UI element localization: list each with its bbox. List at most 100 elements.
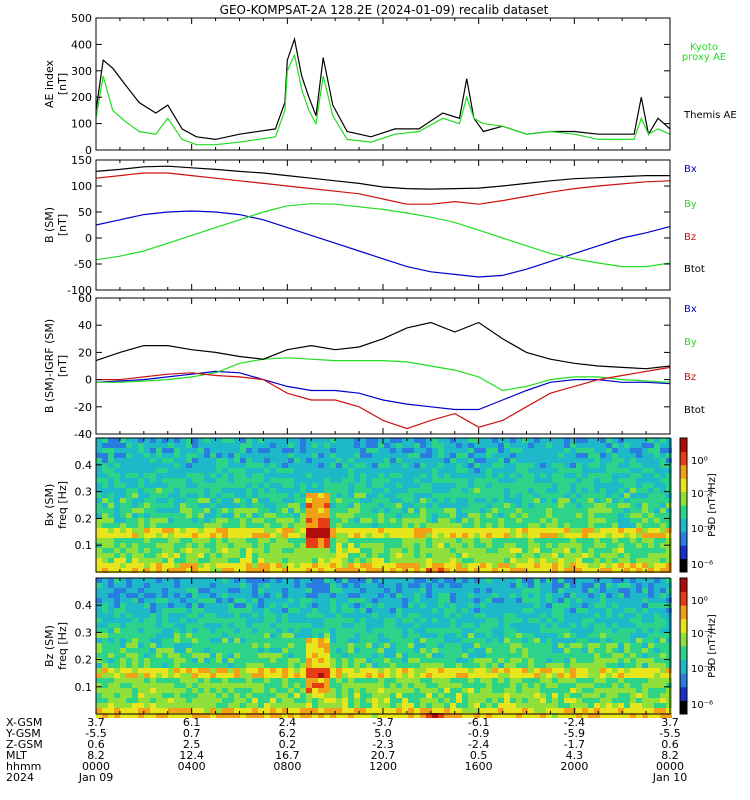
spectrogram-cell — [456, 578, 462, 583]
spectrogram-cell — [348, 598, 354, 603]
spectrogram-cell — [252, 448, 258, 453]
spectrogram-cell — [336, 683, 342, 688]
spectrogram-cell — [498, 503, 504, 508]
spectrogram-cell — [150, 638, 156, 643]
spectrogram-cell — [516, 548, 522, 553]
spectrogram-cell — [558, 548, 564, 553]
spectrogram-cell — [270, 458, 276, 463]
spectrogram-cell — [426, 648, 432, 653]
spectrogram-cell — [264, 583, 270, 588]
spectrogram-cell — [198, 698, 204, 703]
spectrogram-cell — [420, 463, 426, 468]
spectrogram-cell — [534, 523, 540, 528]
spectrogram-cell — [192, 648, 198, 653]
spectrogram-cell — [144, 708, 150, 713]
spectrogram-cell — [264, 478, 270, 483]
spectrogram-cell — [426, 583, 432, 588]
spectrogram-cell — [282, 663, 288, 668]
spectrogram-cell — [288, 643, 294, 648]
spectrogram-cell — [198, 678, 204, 683]
spectrogram-cell — [468, 608, 474, 613]
spectrogram-cell — [486, 698, 492, 703]
spectrogram-cell — [468, 548, 474, 553]
spectrogram-cell — [504, 593, 510, 598]
spectrogram-cell — [138, 668, 144, 673]
spectrogram-cell — [450, 523, 456, 528]
spectrogram-cell — [438, 533, 444, 538]
spectrogram-cell — [144, 538, 150, 543]
spectrogram-cell — [192, 493, 198, 498]
spectrogram-cell — [480, 703, 486, 708]
spectrogram-cell — [462, 668, 468, 673]
spectrogram-cell — [138, 703, 144, 708]
spectrogram-cell — [414, 643, 420, 648]
spectrogram-cell — [156, 563, 162, 568]
spectrogram-cell — [402, 598, 408, 603]
spectrogram-cell — [222, 558, 228, 563]
spectrogram-cell — [426, 438, 432, 443]
spectrogram-cell — [366, 528, 372, 533]
spectrogram-cell — [546, 528, 552, 533]
spectrogram-cell — [336, 513, 342, 518]
spectrogram-cell — [312, 693, 318, 698]
spectrogram-cell — [294, 633, 300, 638]
spectrogram-cell — [384, 473, 390, 478]
spectrogram-cell — [624, 493, 630, 498]
spectrogram-cell — [216, 483, 222, 488]
spectrogram-cell — [114, 463, 120, 468]
spectrogram-cell — [630, 503, 636, 508]
spectrogram-cell — [156, 618, 162, 623]
spectrogram-cell — [438, 603, 444, 608]
spectrogram-cell — [246, 663, 252, 668]
spectrogram-cell — [144, 508, 150, 513]
spectrogram-cell — [96, 463, 102, 468]
spectrogram-cell — [450, 713, 456, 718]
spectrogram-cell — [204, 513, 210, 518]
spectrogram-cell — [174, 553, 180, 558]
spectrogram-cell — [480, 588, 486, 593]
spectrogram-cell — [408, 663, 414, 668]
spectrogram-cell — [444, 478, 450, 483]
spectrogram-cell — [330, 673, 336, 678]
spectrogram-cell — [462, 498, 468, 503]
spectrogram-cell — [384, 493, 390, 498]
spectrogram-cell — [288, 508, 294, 513]
spectrogram-cell — [420, 488, 426, 493]
spectrogram-cell — [372, 533, 378, 538]
spectrogram-cell — [120, 463, 126, 468]
spectrogram-cell — [354, 558, 360, 563]
spectrogram-cell — [174, 473, 180, 478]
spectrogram-cell — [606, 543, 612, 548]
spectrogram-cell — [576, 568, 582, 573]
spectrogram-cell — [486, 578, 492, 583]
spectrogram-cell — [486, 658, 492, 663]
spectrogram-cell — [300, 693, 306, 698]
spectrogram-cell — [216, 603, 222, 608]
spectrogram-cell — [360, 643, 366, 648]
spectrogram-cell — [252, 488, 258, 493]
spectrogram-cell — [282, 703, 288, 708]
spectrogram-cell — [156, 673, 162, 678]
spectrogram-cell — [594, 463, 600, 468]
spectrogram-cell — [618, 508, 624, 513]
spectrogram-cell — [270, 523, 276, 528]
spectrogram-cell — [174, 503, 180, 508]
spectrogram-cell — [420, 543, 426, 548]
spectrogram-cell — [96, 703, 102, 708]
spectrogram-cell — [606, 508, 612, 513]
spectrogram-cell — [174, 513, 180, 518]
spectrogram-cell — [240, 488, 246, 493]
spectrogram-cell — [240, 688, 246, 693]
spectrogram-cell — [300, 578, 306, 583]
spectrogram-cell — [312, 618, 318, 623]
spectrogram-cell — [144, 493, 150, 498]
spectrogram-cell — [114, 588, 120, 593]
spectrogram-cell — [228, 698, 234, 703]
spectrogram-cell — [342, 598, 348, 603]
spectrogram-cell — [522, 628, 528, 633]
spectrogram-cell — [618, 543, 624, 548]
spectrogram-cell — [174, 543, 180, 548]
spectrogram-cell — [180, 568, 186, 573]
spectrogram-cell — [462, 543, 468, 548]
spectrogram-cell — [384, 658, 390, 663]
